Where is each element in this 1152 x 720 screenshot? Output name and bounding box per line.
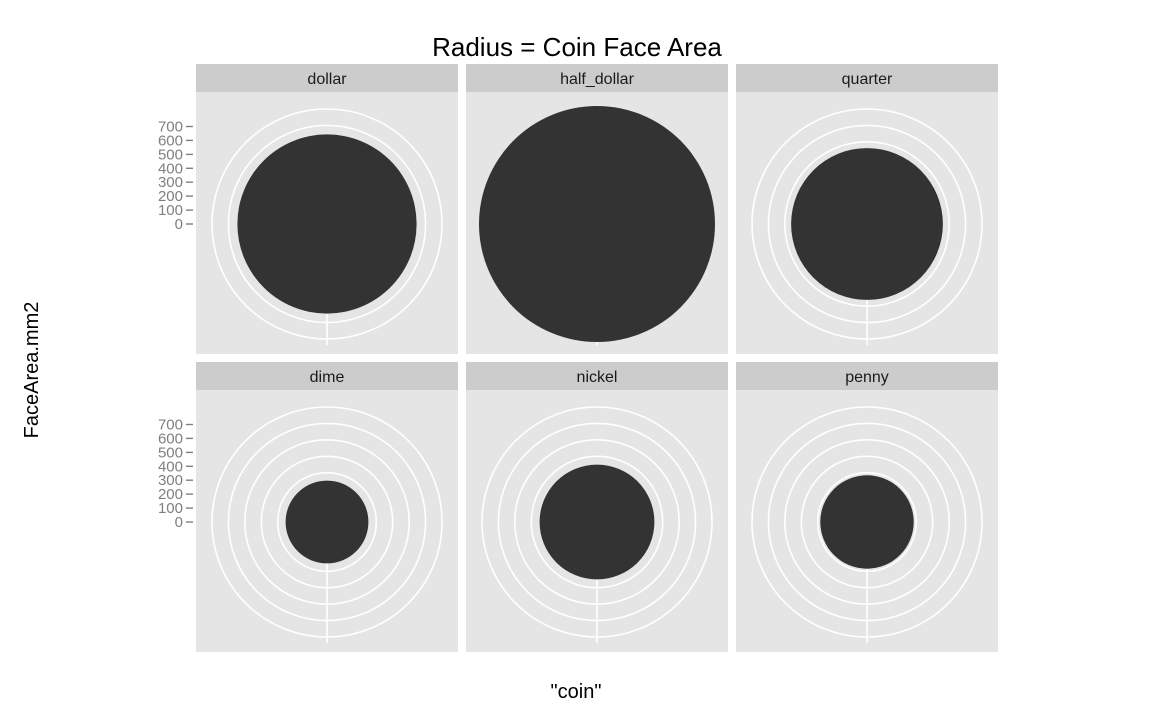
grid-circle bbox=[260, 455, 394, 589]
grid-circle bbox=[530, 455, 664, 589]
facet-strip bbox=[196, 64, 458, 92]
coin-disc bbox=[791, 148, 943, 300]
facet-strip-label: penny bbox=[845, 369, 889, 386]
y-tick-label: 300 bbox=[158, 174, 183, 191]
chart-title: Radius = Coin Face Area bbox=[432, 32, 722, 62]
facet-strip-label: dime bbox=[310, 369, 345, 386]
y-tick-label: 100 bbox=[158, 202, 183, 219]
grid-circle bbox=[227, 124, 427, 324]
facet-half_dollar: half_dollar bbox=[466, 64, 728, 354]
grid-circle bbox=[244, 438, 410, 605]
grid-circle bbox=[767, 124, 967, 324]
grid-circle bbox=[211, 108, 443, 340]
y-tick-label: 0 bbox=[175, 514, 183, 531]
grid-circle bbox=[751, 108, 983, 340]
grid-circle bbox=[800, 455, 934, 589]
facet-strip-label: quarter bbox=[842, 71, 893, 88]
coin-disc bbox=[479, 106, 715, 342]
facet-strip bbox=[736, 64, 998, 92]
grid-circle bbox=[751, 406, 983, 638]
facet-strip bbox=[466, 64, 728, 92]
y-tick-label: 200 bbox=[158, 188, 183, 205]
y-tick-label: 400 bbox=[158, 458, 183, 475]
y-tick-label: 0 bbox=[175, 216, 183, 233]
y-tick-label: 100 bbox=[158, 500, 183, 517]
facet-penny: penny bbox=[736, 362, 998, 652]
grid-circle bbox=[227, 422, 427, 622]
y-tick-label: 500 bbox=[158, 146, 183, 163]
y-tick-label: 300 bbox=[158, 472, 183, 489]
x-axis-title: "coin" bbox=[551, 681, 602, 703]
y-tick-label: 200 bbox=[158, 486, 183, 503]
coin-disc bbox=[820, 475, 914, 569]
facet-quarter: quarter bbox=[736, 64, 998, 354]
y-tick-label: 700 bbox=[158, 417, 183, 434]
facet-nickel: nickel bbox=[466, 362, 728, 652]
y-axis-title: FaceArea.mm2 bbox=[21, 302, 43, 439]
facet-strip-label: half_dollar bbox=[560, 71, 635, 88]
y-tick-label: 600 bbox=[158, 132, 183, 149]
grid-circle bbox=[783, 438, 950, 605]
grid-circle bbox=[211, 406, 443, 638]
grid-circle bbox=[497, 422, 697, 622]
grid-circle bbox=[783, 141, 950, 307]
grid-circle bbox=[513, 438, 680, 605]
facet-strip-label: dollar bbox=[307, 71, 347, 88]
coin-disc bbox=[285, 480, 369, 564]
facet-strip-label: nickel bbox=[577, 369, 618, 386]
y-tick-label: 700 bbox=[158, 119, 183, 136]
facet-strip bbox=[466, 362, 728, 390]
facet-strip bbox=[736, 362, 998, 390]
grid-circle bbox=[481, 406, 713, 638]
grid-circle bbox=[816, 471, 918, 573]
coin-disc bbox=[539, 464, 655, 580]
facet-strip bbox=[196, 362, 458, 390]
grid-circle bbox=[767, 422, 967, 622]
y-tick-label: 600 bbox=[158, 430, 183, 447]
coin-disc bbox=[237, 134, 417, 314]
y-tick-label: 400 bbox=[158, 160, 183, 177]
grid-circle bbox=[276, 471, 378, 573]
y-tick-label: 500 bbox=[158, 444, 183, 461]
